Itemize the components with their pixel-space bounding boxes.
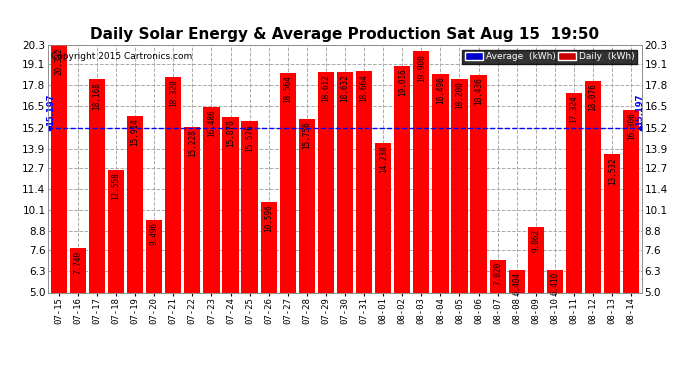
Text: 16.306: 16.306	[627, 112, 635, 140]
Text: 15.228: 15.228	[188, 129, 197, 157]
Text: 15.870: 15.870	[226, 119, 235, 147]
Text: 12.558: 12.558	[112, 172, 121, 200]
Bar	[489, 260, 506, 292]
Bar	[184, 127, 201, 292]
Text: 7.740: 7.740	[73, 251, 82, 274]
Bar	[623, 110, 640, 292]
Text: 18.612: 18.612	[322, 75, 331, 102]
Text: 15.576: 15.576	[245, 124, 254, 152]
Text: 18.200: 18.200	[455, 81, 464, 109]
Bar	[204, 107, 219, 292]
Bar	[261, 202, 277, 292]
Text: 15.197: 15.197	[46, 93, 55, 126]
Text: 20.332: 20.332	[55, 47, 63, 75]
Text: 15.756: 15.756	[302, 121, 311, 148]
Bar	[528, 227, 544, 292]
Text: 15.914: 15.914	[130, 118, 139, 146]
Bar	[241, 122, 257, 292]
Text: 18.076: 18.076	[589, 83, 598, 111]
Text: 18.564: 18.564	[284, 75, 293, 103]
Bar	[451, 79, 468, 292]
Bar	[337, 72, 353, 292]
Text: 13.532: 13.532	[608, 157, 617, 184]
Bar	[165, 77, 181, 292]
Text: 16.486: 16.486	[207, 109, 216, 137]
Text: 6.404: 6.404	[512, 272, 521, 296]
Text: 18.664: 18.664	[359, 74, 368, 102]
Text: 17.324: 17.324	[569, 96, 578, 123]
Bar	[299, 118, 315, 292]
Bar	[70, 248, 86, 292]
Text: 18.320: 18.320	[169, 80, 178, 107]
Bar	[279, 73, 296, 292]
Bar	[318, 72, 334, 292]
Bar	[471, 75, 486, 292]
Text: 18.496: 18.496	[436, 76, 445, 104]
Text: 18.436: 18.436	[474, 78, 483, 105]
Bar	[108, 170, 124, 292]
Bar	[433, 74, 448, 292]
Title: Daily Solar Energy & Average Production Sat Aug 15  19:50: Daily Solar Energy & Average Production …	[90, 27, 600, 42]
Bar	[585, 81, 601, 292]
Bar	[566, 93, 582, 292]
Text: 10.596: 10.596	[264, 204, 273, 232]
Legend: Average  (kWh), Daily  (kWh): Average (kWh), Daily (kWh)	[462, 50, 637, 64]
Bar	[375, 143, 391, 292]
Bar	[604, 154, 620, 292]
Text: 18.168: 18.168	[92, 82, 101, 110]
Text: Copyright 2015 Cartronics.com: Copyright 2015 Cartronics.com	[51, 53, 193, 62]
Text: 19.900: 19.900	[417, 54, 426, 82]
Bar	[413, 51, 429, 292]
Text: 14.238: 14.238	[379, 146, 388, 173]
Text: 19.016: 19.016	[397, 68, 406, 96]
Bar	[394, 66, 411, 292]
Text: 15.197: 15.197	[635, 93, 644, 126]
Text: 6.410: 6.410	[551, 272, 560, 295]
Bar	[89, 80, 105, 292]
Bar	[222, 117, 239, 292]
Text: 18.632: 18.632	[340, 74, 350, 102]
Bar	[146, 220, 162, 292]
Bar	[546, 270, 563, 292]
Bar	[50, 45, 67, 292]
Text: 9.062: 9.062	[531, 229, 540, 252]
Bar	[509, 270, 525, 292]
Bar	[356, 72, 372, 292]
Bar	[127, 116, 144, 292]
Text: 9.496: 9.496	[150, 222, 159, 245]
Text: 7.020: 7.020	[493, 262, 502, 285]
